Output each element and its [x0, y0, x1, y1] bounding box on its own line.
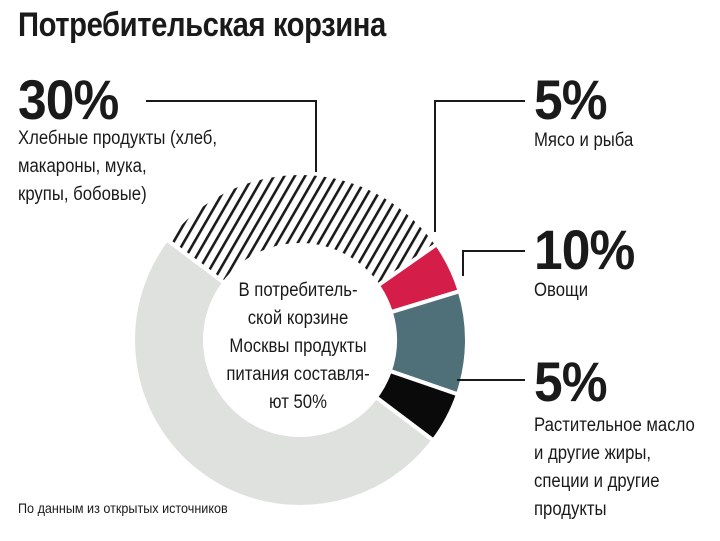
label-bread-line-2: макароны, мука,: [18, 156, 147, 177]
label-meat-line-1: Мясо и рыба: [534, 130, 634, 151]
label-oils-line-4: продукты: [534, 499, 607, 520]
label-oils-line-2: и другие жиры,: [534, 443, 652, 464]
center-note: В потребитель- ской корзине Москвы проду…: [221, 277, 376, 417]
leader-line-bread: [146, 100, 317, 172]
label-bread: Хлебные продукты (хлеб, макароны, мука, …: [18, 125, 217, 209]
center-note-line-2: ской корзине: [247, 308, 349, 329]
center-note-line-1: В потребитель-: [238, 280, 358, 301]
chart-title: Потребительская корзина: [18, 6, 386, 44]
label-bread-line-3: крупы, бобовые): [18, 184, 147, 205]
center-note-line-3: Москвы продукты: [229, 336, 367, 357]
slice-bread: [163, 171, 440, 289]
percent-vegetables: 10%: [534, 218, 635, 281]
center-note-line-5: ют 50%: [269, 392, 327, 413]
label-oils-line-1: Растительное масло: [534, 415, 695, 436]
leader-line-vegetables: [462, 250, 525, 276]
label-oils-line-3: специи и другие: [534, 471, 660, 492]
percent-meat: 5%: [534, 68, 608, 131]
percent-bread: 30%: [18, 68, 119, 131]
label-vegetables: Овощи: [534, 277, 588, 305]
percent-oils: 5%: [534, 350, 608, 413]
slice-remainder: [131, 236, 437, 509]
label-oils: Растительное масло и другие жиры, специи…: [534, 412, 695, 524]
label-vegetables-line-1: Овощи: [534, 280, 589, 301]
center-note-line-4: питания составля-: [226, 364, 370, 385]
source-note: По данным из открытых источников: [18, 500, 228, 516]
leader-line-meat: [434, 100, 525, 232]
label-bread-line-1: Хлебные продукты (хлеб,: [18, 128, 218, 149]
label-meat: Мясо и рыба: [534, 127, 633, 155]
